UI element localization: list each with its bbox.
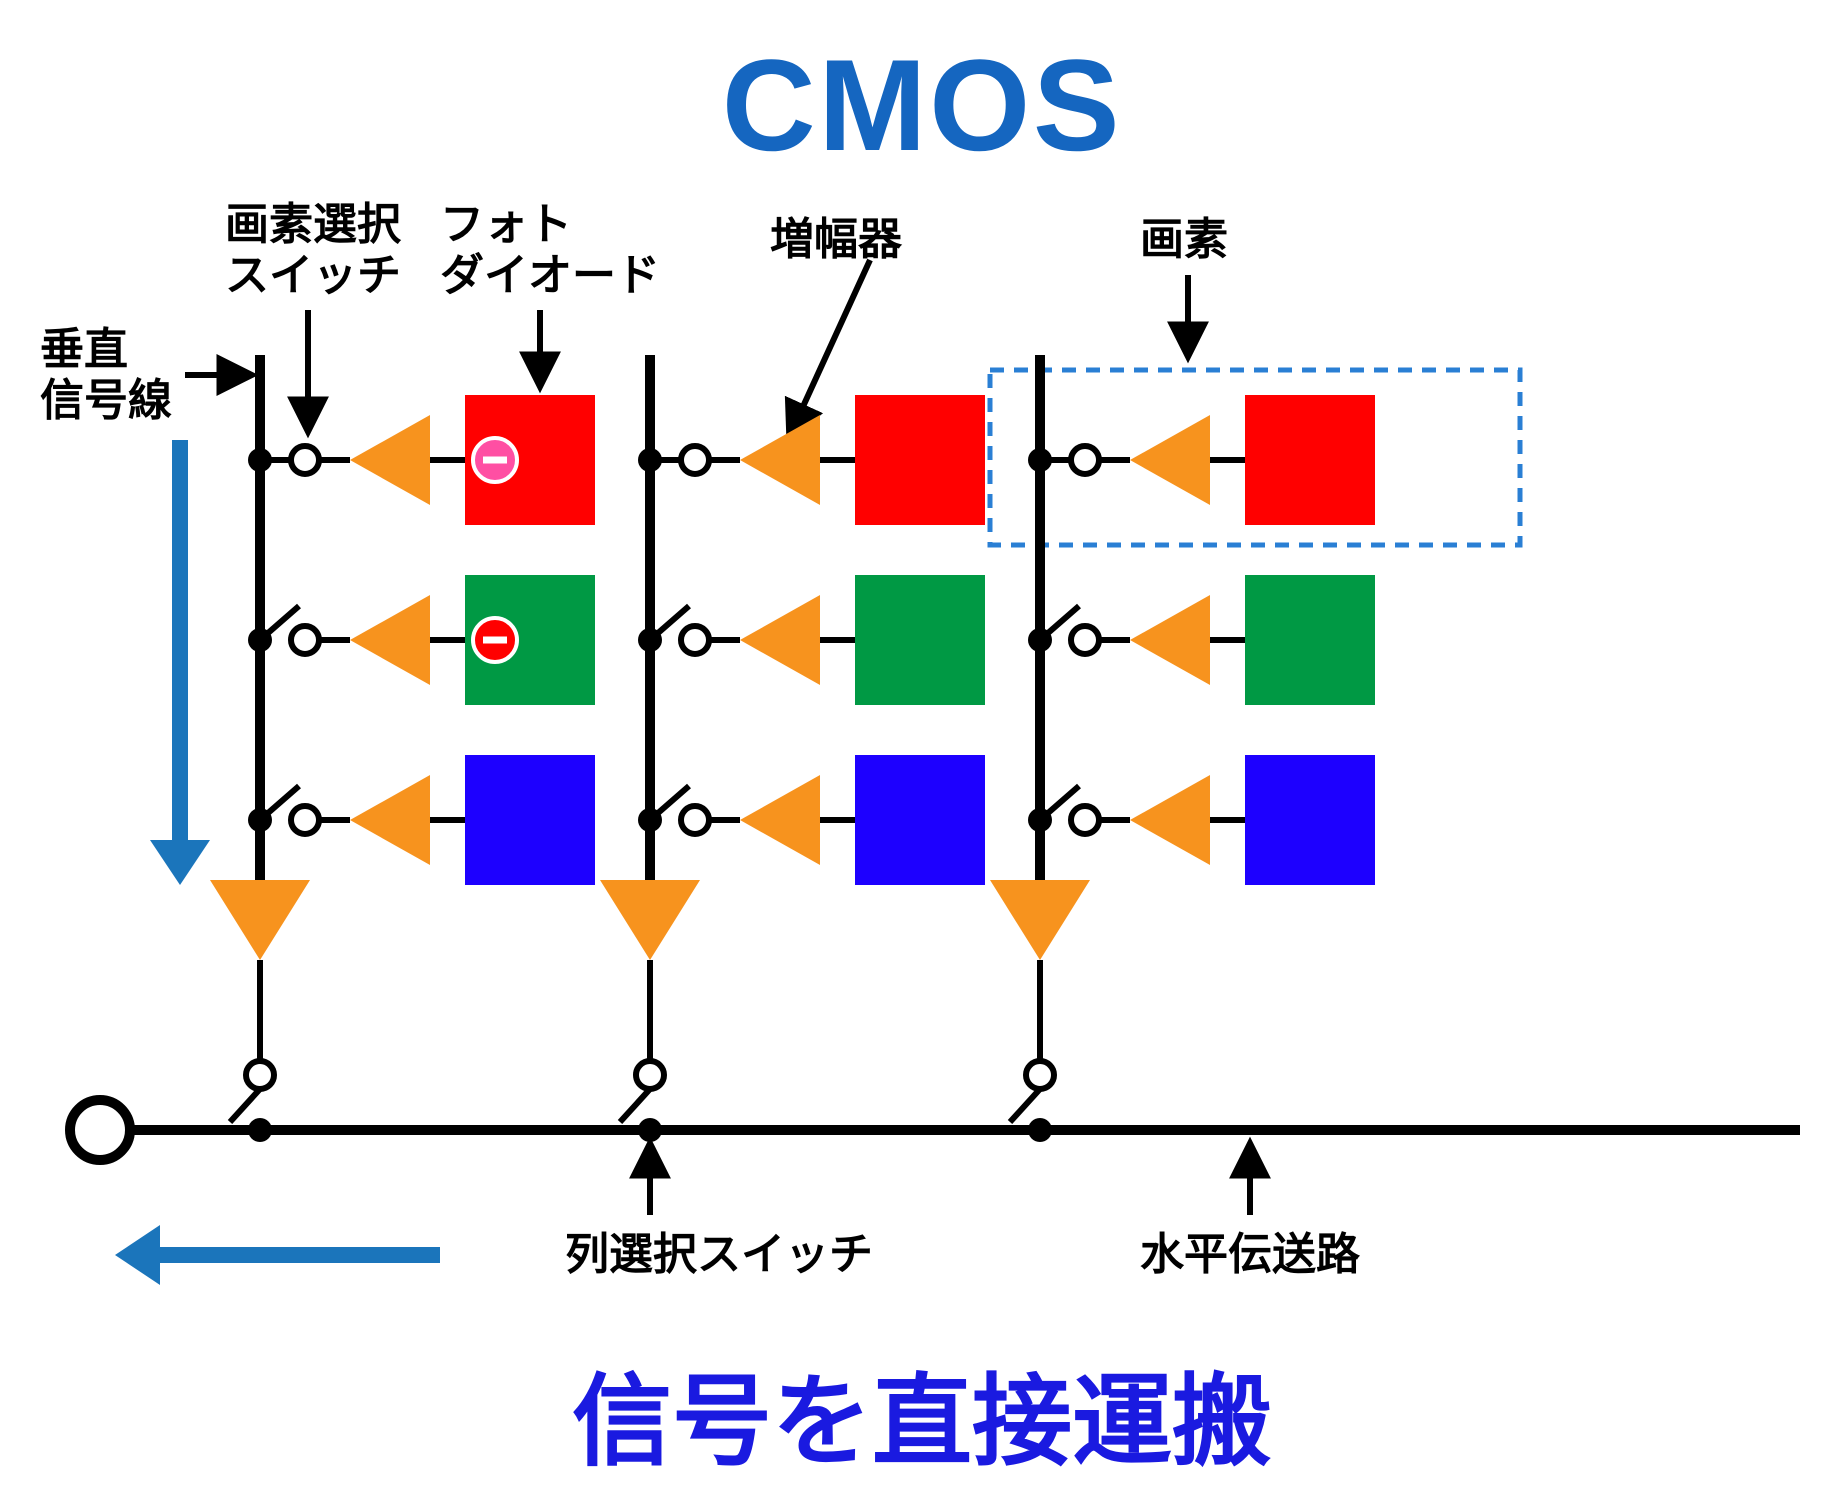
switch-terminal: [681, 806, 709, 834]
column-switch-terminal: [1026, 1061, 1054, 1089]
amplifier-icon: [1130, 415, 1210, 505]
column-switch-lever: [230, 1089, 260, 1122]
column-switch-terminal: [246, 1061, 274, 1089]
column-amplifier-icon: [990, 880, 1090, 960]
photodiode: [855, 395, 985, 525]
column-switch-lever: [1010, 1089, 1040, 1122]
cmos-diagram: [0, 0, 1844, 1483]
horizontal-flow-arrowhead: [115, 1225, 160, 1285]
amplifier-icon: [350, 775, 430, 865]
amplifier-icon: [740, 415, 820, 505]
photodiode: [855, 755, 985, 885]
switch-terminal: [291, 626, 319, 654]
photodiode: [1245, 395, 1375, 525]
bus-node: [248, 1118, 272, 1142]
switch-terminal: [1071, 806, 1099, 834]
photodiode: [465, 755, 595, 885]
bus-node: [638, 1118, 662, 1142]
amplifier-icon: [350, 415, 430, 505]
amplifier-icon: [350, 595, 430, 685]
column-switch-lever: [620, 1089, 650, 1122]
minus-icon: [483, 457, 507, 464]
switch-terminal: [291, 806, 319, 834]
amplifier-icon: [1130, 775, 1210, 865]
column-amplifier-icon: [210, 880, 310, 960]
column-switch-terminal: [636, 1061, 664, 1089]
photodiode: [1245, 575, 1375, 705]
amplifier-icon: [740, 595, 820, 685]
bus-node: [1028, 1118, 1052, 1142]
switch-terminal: [291, 446, 319, 474]
switch-terminal: [681, 446, 709, 474]
switch-terminal: [1071, 446, 1099, 474]
column-amplifier-icon: [600, 880, 700, 960]
minus-icon: [483, 637, 507, 644]
switch-terminal: [1071, 626, 1099, 654]
photodiode: [1245, 755, 1375, 885]
output-terminal: [70, 1100, 130, 1160]
photodiode: [855, 575, 985, 705]
amplifier-icon: [740, 775, 820, 865]
switch-terminal: [681, 626, 709, 654]
vertical-flow-arrowhead: [150, 840, 210, 885]
amplifier-icon: [1130, 595, 1210, 685]
